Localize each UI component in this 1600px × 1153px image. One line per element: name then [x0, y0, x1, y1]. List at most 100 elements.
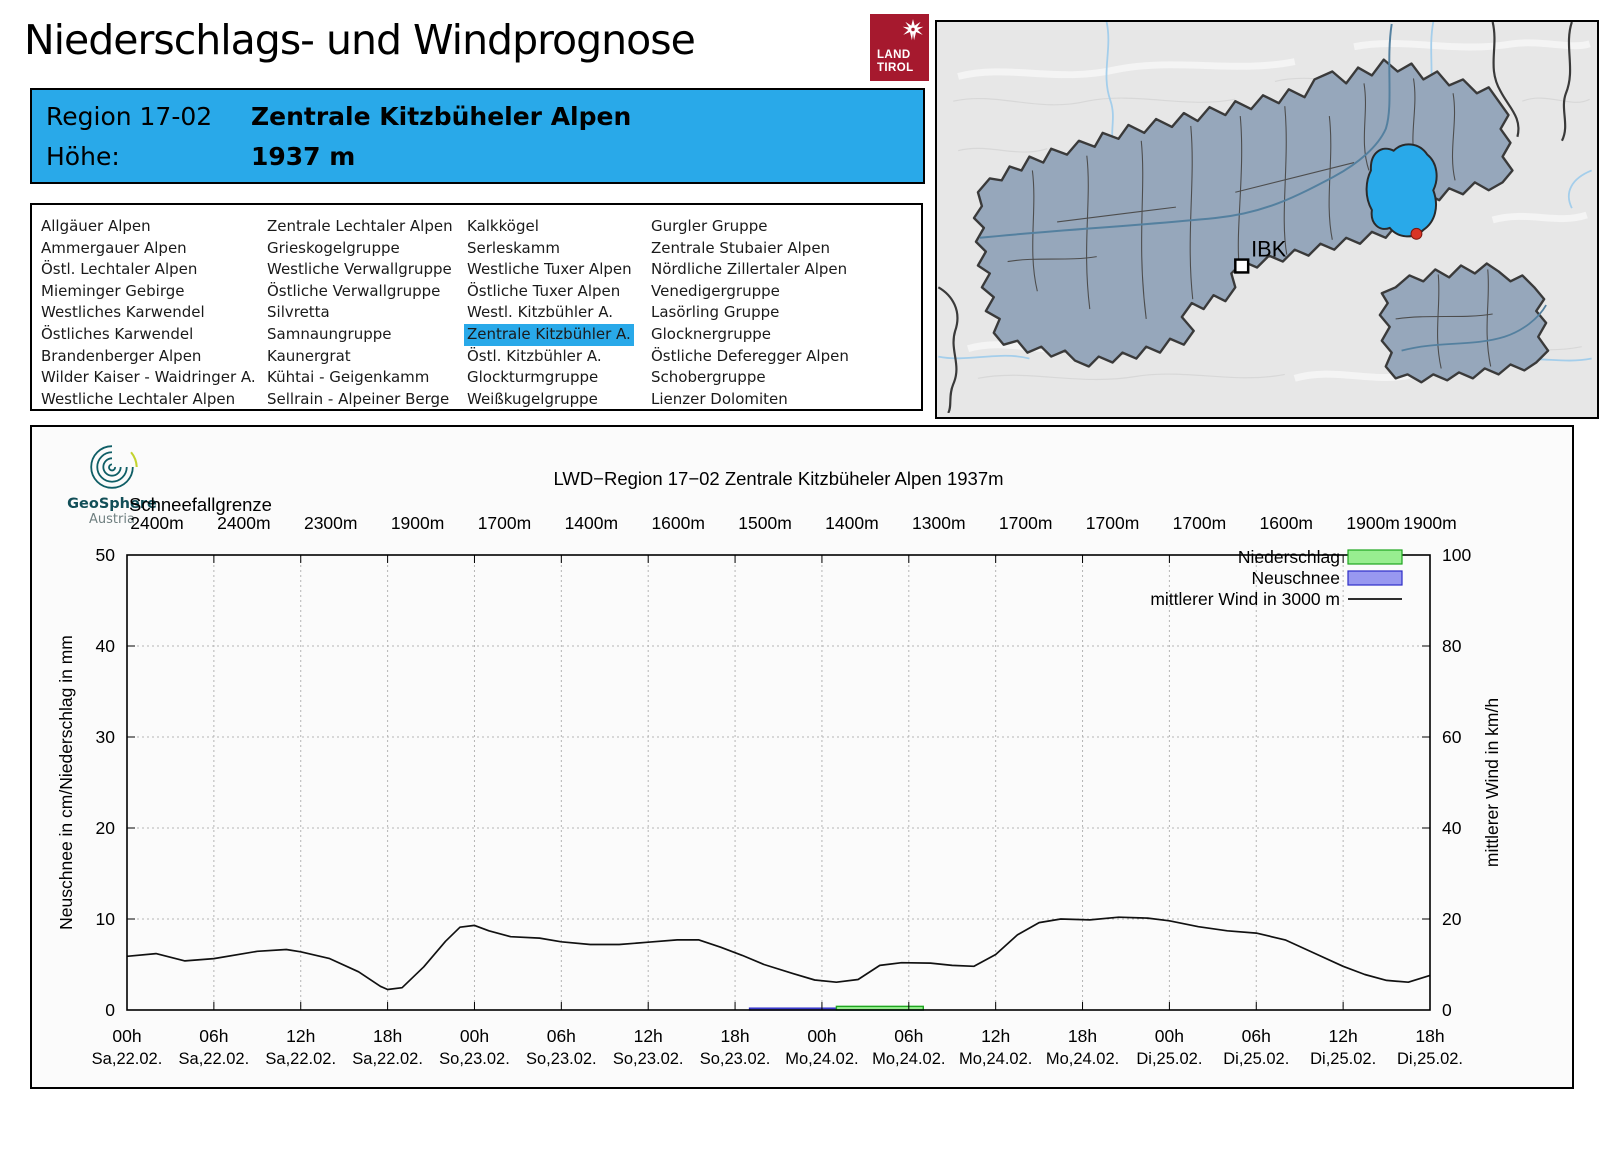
legend-box-swatch	[1347, 570, 1403, 586]
y-left-tick-label: 20	[96, 818, 116, 838]
x-tick-time-label: 00h	[112, 1026, 141, 1046]
x-tick-date-label: Sa,22.02.	[352, 1050, 423, 1068]
region-list-item[interactable]: Lasörling Gruppe	[651, 303, 780, 322]
snowline-value: 1600m	[651, 513, 705, 533]
geosphere-logo: GeoSphere Austria	[56, 441, 168, 527]
x-tick-date-label: So,23.02.	[700, 1050, 771, 1068]
y-right-tick-label: 60	[1442, 727, 1462, 747]
forecast-chart: 00h Sa,22.02. 06h Sa,22.02. 12h Sa,22.02. 18h S…	[56, 468, 1502, 1068]
x-tick-date-label: Mo,24.02.	[872, 1050, 945, 1068]
snowline-value: 1400m	[825, 513, 879, 533]
region-list-item[interactable]: Westliche Tuxer Alpen	[467, 260, 632, 279]
snowline-value: 1300m	[912, 513, 966, 533]
x-tick-date-label: Sa,22.02.	[179, 1050, 250, 1068]
region-list: Allgäuer Alpen Ammergauer Alpen Östl. Lech…	[30, 203, 923, 411]
region-list-item[interactable]: Brandenberger Alpen	[41, 346, 202, 365]
x-tick-time-label: 00h	[1155, 1026, 1184, 1046]
geosphere-country: Austria	[89, 512, 135, 527]
region-list-item[interactable]: Wilder Kaiser - Waidringer A.	[41, 368, 256, 387]
y-left-axis-title: Neuschnee in cm/Niederschlag in mm	[56, 635, 76, 930]
region-list-item[interactable]: Weißkugelgruppe	[467, 389, 598, 408]
region-list-item[interactable]: Venedigergruppe	[651, 281, 780, 300]
region-list-item[interactable]: Serleskamm	[467, 238, 560, 257]
region-list-item[interactable]: Allgäuer Alpen	[41, 217, 151, 235]
y-left-tick-label: 0	[105, 1000, 115, 1020]
region-list-item[interactable]: Glocknergruppe	[651, 324, 772, 343]
region-list-item[interactable]: Sellrain - Alpeiner Berge	[267, 389, 450, 408]
y-right-tick-label: 80	[1442, 636, 1462, 656]
x-tick-date-label: Di,25.02.	[1397, 1050, 1463, 1068]
map-east-river	[1401, 304, 1547, 352]
region-list-item[interactable]: Östliches Karwendel	[41, 324, 194, 343]
region-list-item[interactable]: Kalkkögel	[467, 217, 539, 235]
snowline-value: 1600m	[1260, 513, 1314, 533]
map-east-tirol-region	[1378, 262, 1550, 384]
y-left-tick-label: 10	[96, 909, 116, 929]
x-tick-time-label: 00h	[807, 1026, 836, 1046]
x-tick-date-label: Sa,22.02.	[92, 1050, 163, 1068]
tirol-logo-text: LAND TIROL	[877, 49, 914, 74]
x-tick-date-label: Mo,24.02.	[1046, 1050, 1119, 1068]
region-list-item[interactable]: Nördliche Zillertaler Alpen	[651, 260, 848, 279]
legend-box-swatch	[1347, 549, 1403, 565]
y-right-tick-label: 40	[1442, 818, 1462, 838]
map-ibk-label: IBK	[1251, 237, 1287, 262]
region-list-item[interactable]: Gurgler Gruppe	[651, 217, 768, 235]
x-tick-time-label: 18h	[1068, 1026, 1097, 1046]
map-region-subdivisions	[1007, 78, 1493, 369]
region-list-item[interactable]: Östl. Lechtaler Alpen	[41, 260, 198, 279]
region-list-item[interactable]: Westliche Lechtaler Alpen	[41, 389, 236, 408]
region-list-item[interactable]: Westliches Karwendel	[41, 303, 205, 322]
region-list-item[interactable]: Glockturmgruppe	[467, 368, 599, 387]
snowline-label: Schneefallgrenze	[129, 494, 272, 515]
x-tick-time-label: 18h	[720, 1026, 749, 1046]
region-list-item[interactable]: Westl. Kitzbühler A.	[467, 303, 613, 322]
x-tick-time-label: 06h	[547, 1026, 576, 1046]
y-right-tick-label: 100	[1442, 545, 1471, 565]
x-tick-date-label: Mo,24.02.	[959, 1050, 1032, 1068]
region-list-item[interactable]: Östl. Kitzbühler A.	[467, 346, 602, 365]
region-list-item[interactable]: Lienzer Dolomiten	[651, 389, 788, 408]
plot-frame	[126, 554, 1431, 1011]
region-list-item[interactable]: Zentrale Lechtaler Alpen	[267, 217, 453, 235]
y-left-tick-label: 50	[96, 545, 116, 565]
x-tick-time-label: 18h	[1415, 1026, 1444, 1046]
x-tick-time-label: 12h	[1329, 1026, 1358, 1046]
snowline-value: 2400m	[130, 513, 184, 533]
map-highlighted-region[interactable]	[1365, 143, 1438, 238]
region-list-item[interactable]: Mieminger Gebirge	[41, 281, 185, 300]
region-list-item[interactable]: Ammergauer Alpen	[41, 238, 187, 257]
region-list-item[interactable]: Schobergruppe	[651, 368, 766, 387]
snowline-value: 1700m	[1086, 513, 1140, 533]
map-state-borders	[937, 22, 1573, 413]
region-list-item[interactable]: Grieskogelgruppe	[267, 238, 400, 257]
region-list-item[interactable]: Östliche Verwallgruppe	[267, 281, 441, 300]
tirol-map[interactable]: IBK	[935, 20, 1599, 419]
region-list-item[interactable]: Kaunergrat	[267, 346, 351, 365]
x-tick-date-label: So,23.02.	[439, 1050, 510, 1068]
y-right-tick-label: 0	[1442, 1000, 1452, 1020]
y-left-tick-label: 30	[96, 727, 116, 747]
region-list-item[interactable]: Silvretta	[267, 303, 330, 322]
region-list-item[interactable]: Kühtai - Geigenkamm	[267, 368, 430, 387]
tirol-map-svg: IBK	[937, 22, 1592, 413]
snowline-value: 1900m	[1346, 513, 1400, 533]
snowline-value: 1700m	[478, 513, 532, 533]
snowline-value: 1700m	[999, 513, 1053, 533]
region-list-item-selected[interactable]: Zentrale Kitzbühler A.	[464, 323, 634, 346]
region-list-item[interactable]: Samnaungruppe	[267, 324, 392, 343]
region-list-item[interactable]: Westliche Verwallgruppe	[267, 260, 452, 279]
region-number-label: Region 17-02	[46, 102, 213, 131]
x-tick-time-label: 12h	[981, 1026, 1010, 1046]
x-tick-date-label: So,23.02.	[526, 1050, 597, 1068]
region-list-item[interactable]: Östliche Deferegger Alpen	[651, 346, 849, 365]
snowline-value: 1400m	[565, 513, 619, 533]
region-list-item[interactable]: Zentrale Stubaier Alpen	[651, 238, 831, 257]
x-tick-time-label: 06h	[894, 1026, 923, 1046]
region-list-item[interactable]: Östliche Tuxer Alpen	[467, 281, 621, 300]
tirol-eagle-icon	[902, 19, 924, 41]
snowline-value: 1700m	[1173, 513, 1227, 533]
snowline-value: 1500m	[738, 513, 792, 533]
x-tick-time-label: 06h	[1242, 1026, 1271, 1046]
region-info-box: Region 17-02 Zentrale Kitzbüheler Alpen H…	[30, 88, 925, 184]
